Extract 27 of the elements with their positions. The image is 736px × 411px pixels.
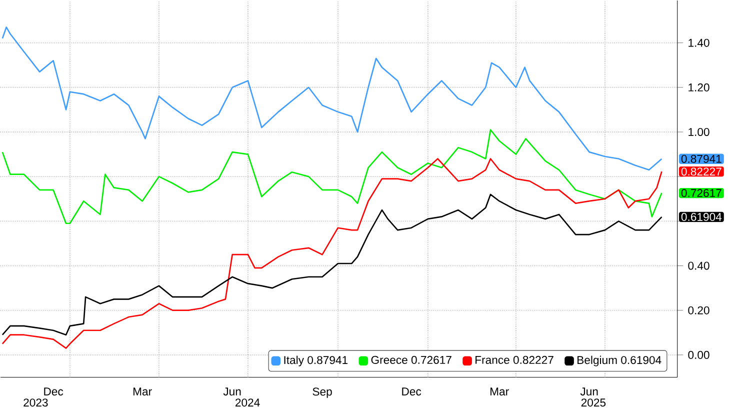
x-tick-label: Dec — [402, 388, 422, 396]
x-tick-label: Jun — [580, 388, 598, 396]
y-tick-label: 1.40 — [688, 38, 710, 47]
legend-label: Italy 0.87941 — [284, 356, 348, 366]
x-tick-label: Mar — [490, 388, 509, 396]
y-tick-label: 1.20 — [688, 83, 710, 92]
line-series — [2, 26, 662, 171]
line-series — [2, 158, 662, 349]
text: 2023 — [24, 398, 48, 407]
x-tick-label: Mar — [133, 388, 152, 396]
x-tick-label: Sep — [312, 388, 332, 398]
data-label: 0.82227 — [681, 168, 722, 176]
y-tick-label: 0.40 — [688, 262, 710, 270]
legend-label: France 0.82227 — [476, 356, 554, 364]
legend-label: Belgium 0.61904 — [578, 356, 662, 366]
data-label: 0.61904 — [681, 212, 722, 221]
x-tick-label: Jun — [223, 388, 241, 396]
y-tick-label: 0.00 — [688, 350, 710, 359]
y-tick-label: 1.00 — [688, 128, 710, 136]
x-tick-label: Dec — [44, 388, 64, 396]
line-series — [2, 129, 662, 224]
y-tick-label: 0.20 — [688, 306, 710, 314]
legend-label: Greece 0.72617 — [371, 356, 452, 364]
data-label: 0.87941 — [681, 154, 722, 163]
data-label: 0.72617 — [681, 189, 722, 198]
text: 2024 — [236, 398, 260, 407]
text: 2025 — [581, 398, 606, 407]
